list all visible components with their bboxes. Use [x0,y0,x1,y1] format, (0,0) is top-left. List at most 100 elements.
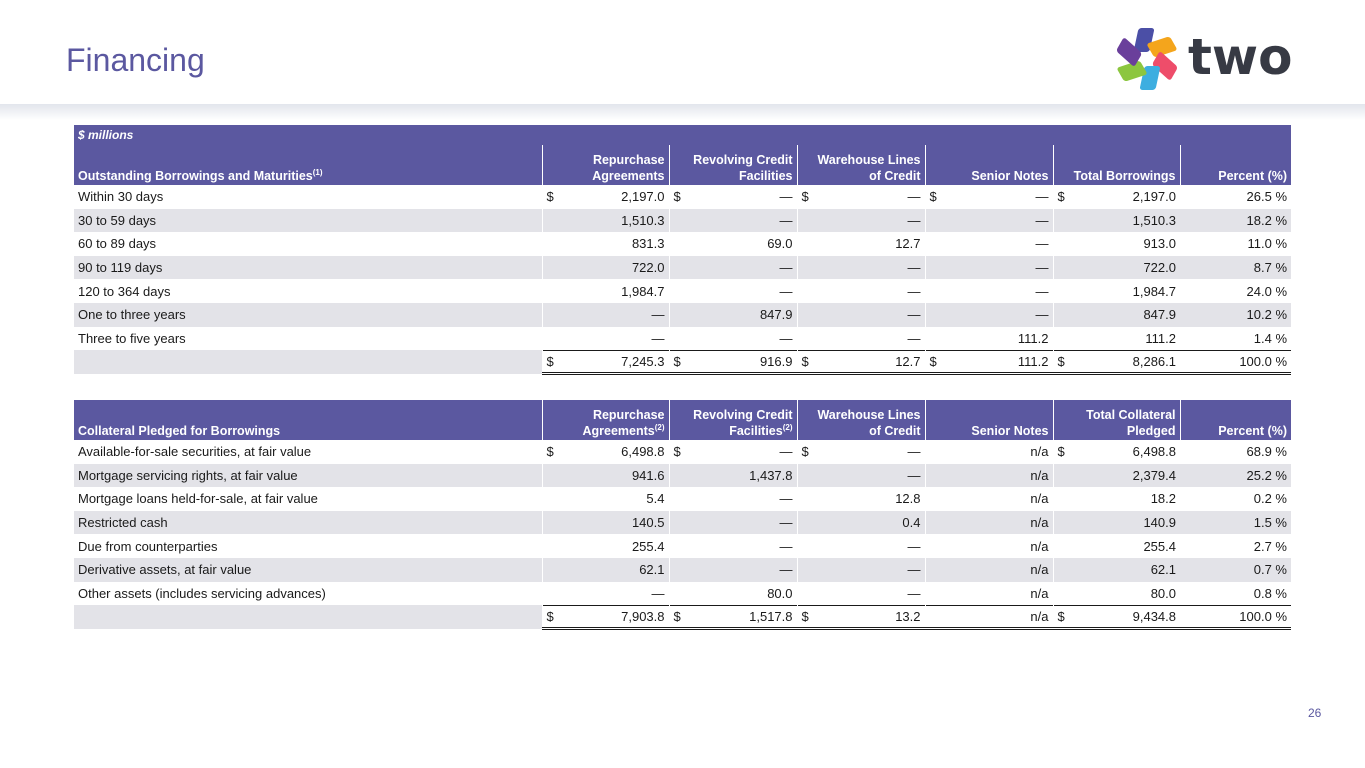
cell-repo: 140.5 [541,510,669,535]
cell-warehouse: — [796,581,925,606]
cell-revolving: 80.0 [668,581,797,606]
cell-warehouse: $ — [796,440,925,464]
cell-revolving: — [668,487,797,511]
cell-percent: 0.8 % [1253,585,1287,601]
cell-warehouse: 12.7 [796,232,925,256]
cell-total: 140.9 [1052,510,1180,535]
cell-total: 18.2 [1052,487,1180,511]
total-total: $8,286.1 [1052,349,1180,376]
row-label: Mortgage loans held-for-sale, at fair va… [78,491,318,507]
row-label: 60 to 89 days [78,236,157,252]
cell-percent: 2.7 % [1253,538,1287,554]
cell-warehouse: — [796,463,925,488]
cell-repo: 5.4 [541,487,669,511]
logo-petal [1116,38,1142,66]
header-percent: Percent (%) [1179,145,1292,185]
cell-repo: — [541,581,669,606]
total-warehouse: $12.7 [796,349,925,376]
cell-revolving: — [668,208,797,233]
cell-repo: 831.3 [541,232,669,256]
total-row: $7,245.3 $916.9 $12.7 $111.2 $8,286.1 100.0 % [74,349,1292,376]
cell-repo: 722.0 [541,255,669,280]
cell-senior: $ — [924,185,1053,209]
cell-repo: 1,984.7 [541,279,669,303]
logo-petal [1147,36,1177,57]
cell-senior: n/a [924,463,1053,488]
row-label: Restricted cash [74,510,542,535]
cell-senior: 111.2 [924,326,1053,351]
total-label [74,605,542,629]
cell-warehouse: — [796,534,925,558]
total-label [74,350,542,374]
header-total: Total Collateral Pledged [1052,400,1180,440]
row-label: 120 to 364 days [78,283,171,299]
table-row: Due from counterparties 255.4— — n/a 255.4 2.… [74,534,1291,558]
total-repo: $7,903.8 [541,604,669,631]
total-senior: n/a [924,604,1053,631]
cell-total: 1,510.3 [1052,208,1180,233]
cell-senior: n/a [924,534,1053,558]
cell-warehouse: — [796,208,925,233]
logo-petal [1152,52,1178,80]
total-warehouse: $13.2 [796,604,925,631]
row-label: Within 30 days [78,189,164,205]
currency-symbol: $ [929,189,937,205]
cell-percent: 0.2 % [1253,491,1287,507]
cell-revolving: 1,437.8 [668,463,797,488]
cell-percent: 18.2 % [1180,208,1292,233]
logo-petal [1117,61,1147,82]
total-repo: $7,245.3 [541,349,669,376]
currency-symbol: $ [546,608,554,624]
currency-symbol: $ [673,189,681,205]
header-band [0,104,1365,120]
table-row: Three to five years — — —111.2 111.2 1.4 % [74,326,1291,351]
cell-repo: 255.4 [541,534,669,558]
cell-total: $6,498.8 [1052,440,1180,464]
cell-total: 913.0 [1052,232,1180,256]
table-row: 90 to 119 days 722.0— — —722.0 8.7 % [74,255,1292,280]
header-senior-notes: Senior Notes [924,145,1053,185]
cell-percent: 0.7 % [1180,557,1291,582]
table-row: 60 to 89 days 831.3 69.0 12.7—913.0 11.0 % [74,232,1291,256]
currency-symbol: $ [1057,608,1065,624]
cell-percent: 1.4 % [1253,330,1288,346]
cell-revolving: 847.9 [668,302,797,327]
cell-repo: 1,510.3 [541,208,669,233]
logo-text: two [1188,28,1293,86]
row-label: Due from counterparties [78,538,218,554]
table-row: Restricted cash 140.5—0.4 n/a 140.9 1.5 % [74,510,1291,535]
currency-symbol: $ [801,353,809,369]
header-total: Total Borrowings [1052,145,1180,185]
cell-senior: — [924,279,1053,303]
cell-senior: — [924,232,1053,256]
page-title: Financing [66,42,205,78]
cell-percent: 24.0 % [1246,283,1288,299]
currency-symbol: $ [546,353,554,369]
page-number: 26 [1308,706,1322,720]
currency-symbol: $ [801,189,809,205]
header-revolving: Revolving Credit Facilities [668,145,797,185]
cell-revolving: $ — [668,185,797,209]
total-senior: $111.2 [924,349,1053,376]
units-label: $ millions [74,125,1292,145]
cell-revolving: 69.0 [668,232,797,256]
row-label: One to three years [74,302,542,327]
cell-revolving: — [668,326,797,351]
collateral-table: Collateral Pledged for Borrowings Repurc… [74,400,1291,631]
header-repo: Repurchase Agreements [541,145,669,185]
table-row: Other assets (includes servicing advance… [74,581,1291,606]
cell-repo: $6,498.8 [541,440,669,464]
cell-senior: — [924,302,1053,327]
header-borrowings-label: Outstanding Borrowings and Maturities(1) [74,145,542,185]
logo-mark-icon [1116,28,1178,90]
row-label: Other assets (includes servicing advance… [78,585,326,601]
cell-warehouse: — [796,255,925,280]
cell-revolving: $ — [668,440,797,464]
units-row: $ millions [74,125,1292,145]
table-row: Derivative assets, at fair value 62.1— — n/… [74,557,1291,582]
row-label: 30 to 59 days [74,208,542,233]
header-percent: Percent (%) [1179,400,1291,440]
table-row: Available-for-sale securities, at fair v… [74,440,1291,464]
cell-warehouse: — [796,557,925,582]
currency-symbol: $ [673,353,681,369]
